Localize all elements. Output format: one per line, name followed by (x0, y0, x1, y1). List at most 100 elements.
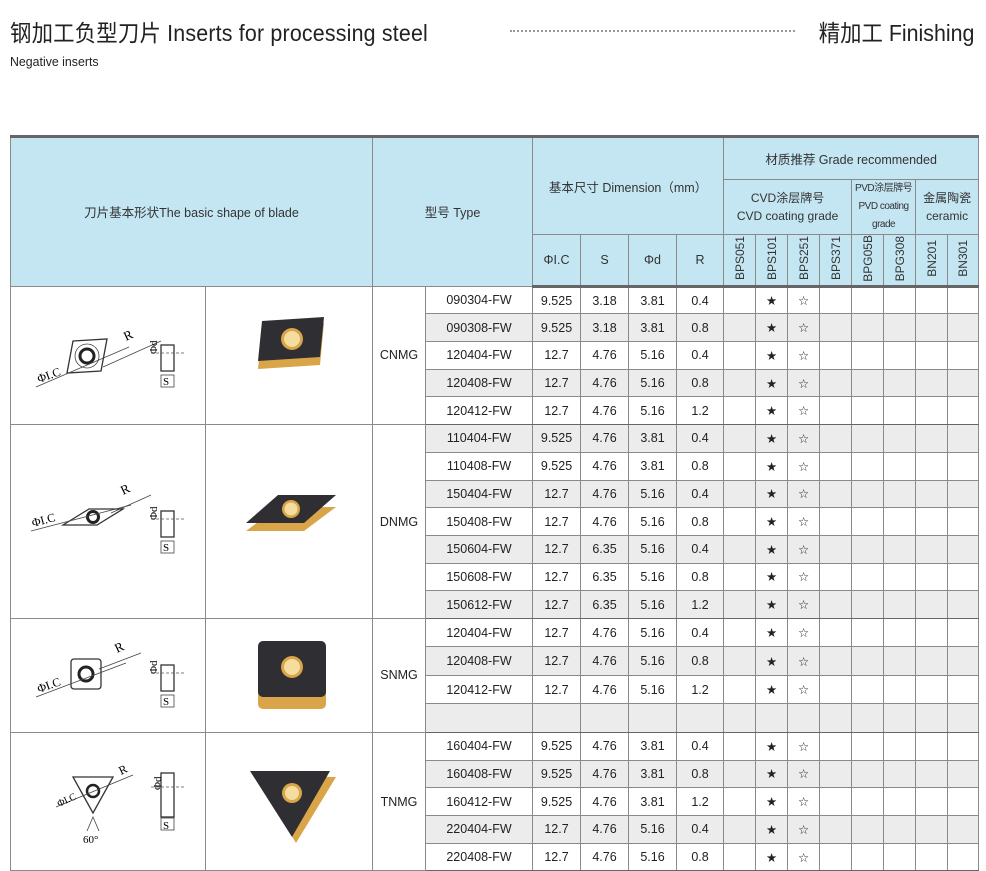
ic-cell: 12.7 (532, 842, 582, 871)
grade-cell-bn301 (947, 451, 980, 481)
grade-cell-bn301 (947, 759, 980, 789)
grade-cell-bps251: ☆ (787, 646, 821, 676)
d-cell: 3.81 (628, 424, 678, 453)
grade-cell-bn201 (915, 562, 949, 592)
grade-cell-bps251: ☆ (787, 479, 821, 509)
header-dim-1: S (580, 234, 630, 288)
header-grade-bps101: BPS101 (755, 234, 789, 288)
grade-cell-bps051 (723, 313, 757, 343)
table-row: 160412-FW 9.525 4.76 3.81 1.2 ★ ☆ (11, 787, 980, 817)
r-cell: 0.4 (676, 341, 725, 370)
type-cell: 150612-FW (424, 590, 534, 619)
s-cell: 3.18 (580, 285, 630, 315)
table-row: 120412-FW 12.7 4.76 5.16 1.2 ★ ☆ (11, 396, 980, 426)
grade-cell-bps371 (819, 368, 853, 398)
grade-cell-bps251 (787, 703, 821, 733)
cvd-label-cn: CVD涂层牌号 (750, 191, 825, 205)
model-cell: SNMG (372, 617, 426, 733)
shape-drawing: R ΦI.C Φd S (30, 480, 186, 554)
ic-cell: 12.7 (532, 617, 582, 648)
s-cell: 6.35 (580, 534, 630, 564)
svg-text:ΦI.C: ΦI.C (56, 791, 79, 809)
table-row: R ΦI.C Φd S SNMG 120404-FW 12.7 4.76 5.16 0.4 ★ ☆ (10, 617, 980, 733)
grade-cell-bpg308 (883, 646, 917, 676)
header-grade-bn301: BN301 (947, 234, 980, 288)
shape-drawing-cell: R ΦI.C Φd S (10, 424, 206, 619)
grade-cell-bn301 (947, 396, 980, 426)
grade-cell-bps251: ☆ (787, 590, 821, 619)
ic-cell: 12.7 (532, 590, 582, 619)
grade-cell-bn201 (915, 396, 949, 426)
grade-label: BN301 (956, 240, 971, 277)
shape-photo-cell (205, 285, 373, 426)
grade-cell-bpg308 (883, 396, 917, 426)
grade-cell-bpg308 (883, 562, 917, 592)
shape-drawing: R ΦI.C Φd S (35, 638, 186, 708)
grade-cell-bps371 (819, 815, 853, 844)
type-cell: 090304-FW (424, 285, 534, 315)
insert-photo (246, 495, 336, 532)
table-row: 120412-FW 12.7 4.76 5.16 1.2 ★ ☆ (11, 674, 980, 705)
grade-cell-bps251: ☆ (787, 534, 821, 564)
insert-photo (258, 316, 324, 369)
insert-photo (258, 640, 326, 709)
grade-cell-bn201 (915, 534, 949, 564)
grade-cell-bn201 (915, 703, 949, 733)
grade-cell-bps051 (723, 451, 757, 481)
grade-cell-bn301 (947, 424, 980, 453)
grade-cell-bpg308 (883, 424, 917, 453)
grade-cell-bn301 (947, 313, 980, 343)
grade-cell-bpg05b (851, 285, 885, 315)
model-cell: DNMG (372, 424, 426, 619)
ic-cell: 9.525 (532, 285, 582, 315)
grade-cell-bpg05b (851, 674, 885, 705)
grade-cell-bn201 (915, 368, 949, 398)
table-row (11, 703, 980, 733)
r-cell: 0.4 (676, 424, 725, 453)
grade-cell-bpg308 (883, 674, 917, 705)
grade-cell-bps051 (723, 534, 757, 564)
r-cell: 0.8 (676, 368, 725, 398)
grade-cell-bpg308 (883, 341, 917, 370)
s-cell: 4.76 (580, 341, 630, 370)
d-cell: 5.16 (628, 396, 678, 426)
grade-cell-bpg05b (851, 787, 885, 817)
grade-cell-bps251: ☆ (787, 341, 821, 370)
grade-cell-bpg05b (851, 451, 885, 481)
grade-cell-bpg308 (883, 590, 917, 619)
grade-cell-bn301 (947, 674, 980, 705)
grade-cell-bn201 (915, 759, 949, 789)
r-cell: 0.4 (676, 479, 725, 509)
r-cell: 0.8 (676, 759, 725, 789)
grade-cell-bn301 (947, 787, 980, 817)
grade-cell-bpg308 (883, 617, 917, 648)
d-cell: 5.16 (628, 479, 678, 509)
grade-label: BPG308 (892, 235, 907, 282)
type-cell: 120404-FW (424, 341, 534, 370)
grade-cell-bps371 (819, 341, 853, 370)
s-cell: 4.76 (580, 617, 630, 648)
header-grade-bps051: BPS051 (723, 234, 757, 288)
type-cell: 150608-FW (424, 562, 534, 592)
grade-cell-bn301 (947, 285, 980, 315)
d-cell: 5.16 (628, 674, 678, 705)
grade-cell-bps101 (755, 703, 789, 733)
d-cell: 5.16 (628, 534, 678, 564)
grade-cell-bn301 (947, 534, 980, 564)
grade-cell-bps101: ★ (755, 815, 789, 844)
table-row: 150604-FW 12.7 6.35 5.16 0.4 ★ ☆ (11, 534, 980, 564)
page-subtitle: Negative inserts (10, 54, 99, 69)
table-row: 150408-FW 12.7 4.76 5.16 0.8 ★ ☆ (11, 507, 980, 536)
shape-photo-cell (205, 424, 373, 619)
d-cell: 3.81 (628, 313, 678, 343)
grade-cell-bpg308 (883, 787, 917, 817)
grade-cell-bn301 (947, 590, 980, 619)
model-cell: TNMG (372, 731, 426, 871)
pvd-label-cn: PVD涂层牌号 (855, 183, 913, 194)
grade-cell-bps371 (819, 646, 853, 676)
type-cell: 120412-FW (424, 674, 534, 705)
header-dim-3: R (676, 234, 725, 288)
grade-cell-bps051 (723, 396, 757, 426)
grade-cell-bps051 (723, 674, 757, 705)
type-cell: 150404-FW (424, 479, 534, 509)
